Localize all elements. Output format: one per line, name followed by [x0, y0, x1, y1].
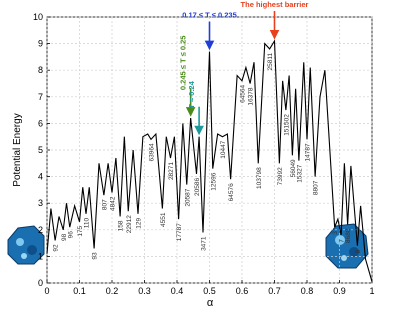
- x-axis-label: α: [207, 297, 214, 309]
- minimum-label: 10447: [220, 140, 227, 158]
- y-axis-label: Potential Energy: [12, 113, 23, 186]
- minimum-label: 98: [61, 233, 68, 241]
- y-tick-label: 6: [38, 118, 43, 128]
- annotation-text: The highest barrier: [241, 0, 309, 9]
- minimum-label: 25811: [267, 53, 274, 71]
- minimum-label: 129: [136, 217, 143, 228]
- y-tick-label: 1: [38, 251, 43, 261]
- minimum-label: 16378: [248, 87, 255, 105]
- minimum-label: 4842: [110, 196, 117, 211]
- y-tick-label: 4: [38, 172, 43, 182]
- x-tick-label: 0.7: [268, 286, 281, 296]
- annotation-text: T ≈ 0.24: [187, 80, 196, 108]
- minimum-label: 20587: [184, 188, 191, 206]
- minimum-label: 96: [67, 231, 74, 239]
- minimum-label: 64576: [228, 183, 235, 201]
- cluster-image-left: [7, 225, 45, 265]
- y-tick-label: 0: [38, 278, 43, 288]
- x-tick-label: 0.5: [203, 286, 216, 296]
- annotation-text: 0.17 ≤ T ≤ 0.235: [182, 11, 237, 20]
- minimum-label: 14787: [305, 143, 312, 161]
- minimum-label: 7: [339, 239, 346, 243]
- y-tick-label: 5: [38, 145, 43, 155]
- minimum-label: 20586: [194, 178, 201, 196]
- x-tick-label: 0.1: [73, 286, 86, 296]
- minimum-label: 8807: [313, 180, 320, 195]
- minimum-label: 28271: [168, 162, 175, 180]
- x-tick-label: 0.8: [301, 286, 314, 296]
- x-tick-label: 0.6: [236, 286, 249, 296]
- minimum-label: 807: [101, 199, 108, 210]
- y-tick-label: 3: [38, 198, 43, 208]
- minimum-label: 175: [77, 225, 84, 236]
- minimum-label: 17787: [176, 223, 183, 241]
- x-tick-label: 0: [44, 286, 49, 296]
- x-tick-label: 0.2: [106, 286, 119, 296]
- x-tick-label: 0.3: [138, 286, 151, 296]
- x-tick-label: 0.4: [171, 286, 184, 296]
- x-tick-label: 0.9: [333, 286, 346, 296]
- minimum-label: 103798: [256, 167, 263, 189]
- minimum-label: 3471: [201, 236, 208, 251]
- x-tick-label: 1: [369, 286, 374, 296]
- minimum-label: 92: [53, 244, 60, 252]
- y-tick-label: 7: [38, 92, 43, 102]
- y-tick-label: 10: [33, 12, 43, 22]
- minimum-label: 56049: [290, 159, 297, 177]
- minimum-label: 4551: [160, 212, 167, 227]
- minimum-label: 8688: [345, 228, 352, 243]
- minimum-label: 15327: [296, 164, 303, 182]
- minimum-label: 158: [118, 220, 125, 231]
- minimum-label: 63964: [149, 143, 156, 161]
- minimum-label: 22912: [126, 215, 133, 233]
- cluster-image-right: [325, 223, 369, 269]
- y-tick-label: 9: [38, 39, 43, 49]
- annotation-text: 0.245 ≤ T ≤ 0.25: [179, 36, 188, 91]
- minimum-label: 110: [84, 217, 91, 228]
- minimum-label: 73992: [277, 167, 284, 185]
- minimum-label: 151502: [283, 114, 290, 136]
- minimum-label: 3: [332, 231, 339, 235]
- minimum-label: 64564: [240, 84, 247, 102]
- y-tick-label: 8: [38, 65, 43, 75]
- y-tick-label: 2: [38, 225, 43, 235]
- energy-line: [46, 39, 373, 282]
- minimum-label: 93: [92, 252, 99, 260]
- minimum-label: 12596: [210, 172, 217, 190]
- minimum-label: 8: [355, 249, 362, 253]
